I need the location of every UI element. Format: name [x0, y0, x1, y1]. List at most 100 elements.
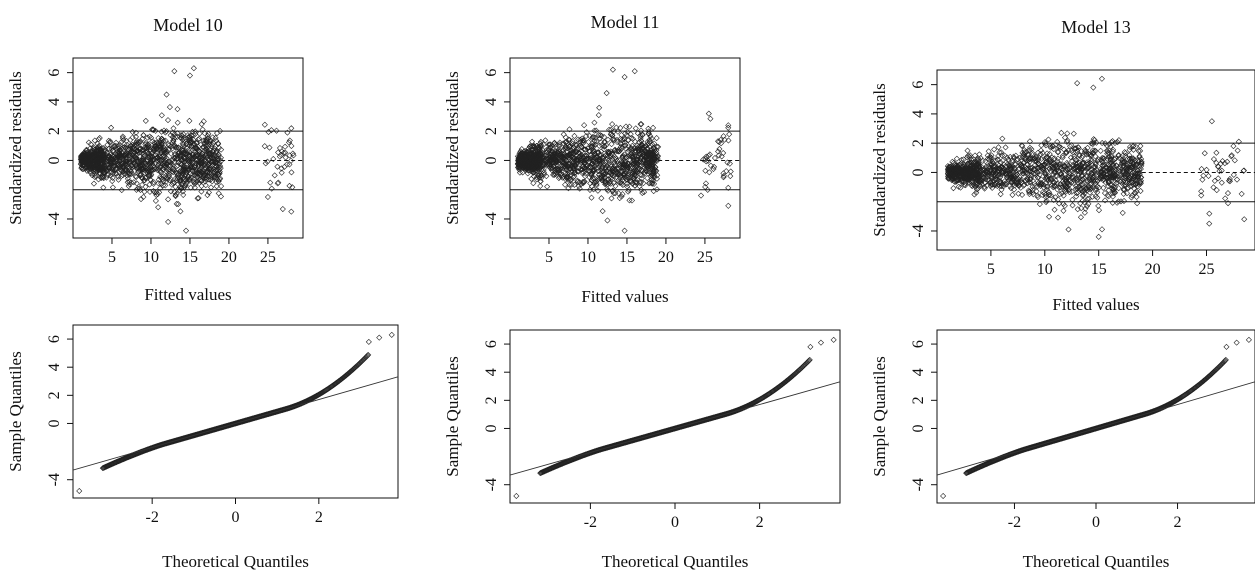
data-point — [605, 172, 612, 179]
data-point — [98, 174, 105, 181]
data-point — [619, 161, 626, 168]
data-point — [1111, 139, 1119, 147]
data-point — [1210, 184, 1217, 191]
data-point — [155, 155, 162, 162]
data-point — [1068, 179, 1075, 186]
data-point — [621, 74, 628, 81]
data-point — [1120, 168, 1127, 175]
data-point — [119, 172, 127, 179]
data-point — [1096, 184, 1103, 191]
plot-frame — [509, 57, 741, 239]
data-point — [266, 144, 273, 151]
data-point — [646, 179, 654, 186]
data-point — [605, 148, 612, 155]
data-point — [604, 217, 611, 224]
data-point — [549, 160, 556, 167]
data-point — [186, 139, 193, 146]
data-point — [697, 192, 705, 199]
data-point — [566, 181, 573, 188]
data-point — [1004, 174, 1011, 181]
data-point — [616, 148, 623, 155]
data-point — [110, 143, 117, 150]
data-point — [951, 161, 958, 168]
data-point — [94, 146, 101, 153]
data-point — [606, 126, 613, 133]
data-point — [129, 134, 136, 141]
data-point — [172, 175, 179, 182]
data-point — [1026, 144, 1033, 151]
data-point — [288, 125, 295, 132]
data-point — [1047, 143, 1054, 150]
data-point — [1090, 139, 1097, 146]
data-point — [117, 161, 124, 168]
data-point — [558, 165, 565, 172]
x-tick-label: 15 — [1091, 261, 1107, 278]
data-point — [275, 149, 282, 156]
data-point — [614, 138, 621, 145]
data-point — [1070, 130, 1077, 137]
data-point — [617, 172, 624, 179]
data-point — [1068, 157, 1076, 165]
data-point — [1037, 163, 1044, 170]
data-point — [560, 140, 567, 147]
data-point — [580, 169, 587, 176]
data-point — [116, 163, 123, 170]
data-point — [611, 172, 618, 179]
data-point — [1034, 194, 1042, 201]
data-point — [973, 181, 980, 188]
data-point — [1226, 175, 1233, 183]
data-point — [179, 152, 186, 159]
data-point — [624, 180, 631, 187]
data-point — [1029, 186, 1036, 194]
data-point — [533, 174, 540, 181]
data-point — [1105, 193, 1112, 200]
data-point — [200, 144, 208, 151]
data-point — [1031, 180, 1038, 187]
data-point — [639, 131, 646, 138]
data-point — [1035, 154, 1042, 161]
data-point — [271, 172, 278, 179]
data-point — [109, 184, 116, 191]
data-point — [1006, 162, 1013, 169]
y-tick-label: -4 — [483, 212, 500, 225]
data-point — [589, 142, 596, 149]
data-point — [1034, 169, 1041, 177]
data-point — [1119, 159, 1126, 166]
data-point — [118, 187, 125, 194]
data-point — [999, 157, 1006, 164]
data-point — [206, 137, 213, 144]
x-tick-label: 5 — [987, 261, 995, 278]
data-point — [613, 173, 620, 180]
data-point — [1067, 154, 1075, 161]
data-point — [1056, 143, 1063, 150]
data-point — [625, 148, 632, 155]
data-point — [1126, 152, 1133, 159]
data-point — [203, 146, 210, 153]
data-point — [140, 160, 147, 167]
data-point — [599, 154, 606, 161]
data-point — [1077, 186, 1084, 193]
data-point — [702, 180, 709, 187]
data-point — [1092, 180, 1099, 187]
data-point — [640, 158, 647, 165]
data-point — [1074, 189, 1081, 196]
data-point — [1073, 183, 1080, 190]
data-point — [1104, 148, 1111, 155]
data-point — [645, 125, 652, 132]
data-point — [1058, 170, 1065, 177]
data-point — [644, 141, 651, 148]
data-point — [159, 136, 166, 143]
data-point — [633, 159, 640, 166]
data-point — [208, 184, 215, 191]
data-point — [171, 68, 178, 75]
data-point — [141, 177, 148, 184]
data-point — [1029, 155, 1036, 162]
data-point — [1064, 130, 1071, 137]
data-point — [653, 147, 660, 154]
data-point — [146, 188, 153, 195]
data-point — [279, 206, 286, 213]
data-point — [607, 178, 614, 185]
data-point — [1018, 179, 1025, 186]
data-point — [115, 161, 123, 168]
data-point — [208, 151, 215, 158]
